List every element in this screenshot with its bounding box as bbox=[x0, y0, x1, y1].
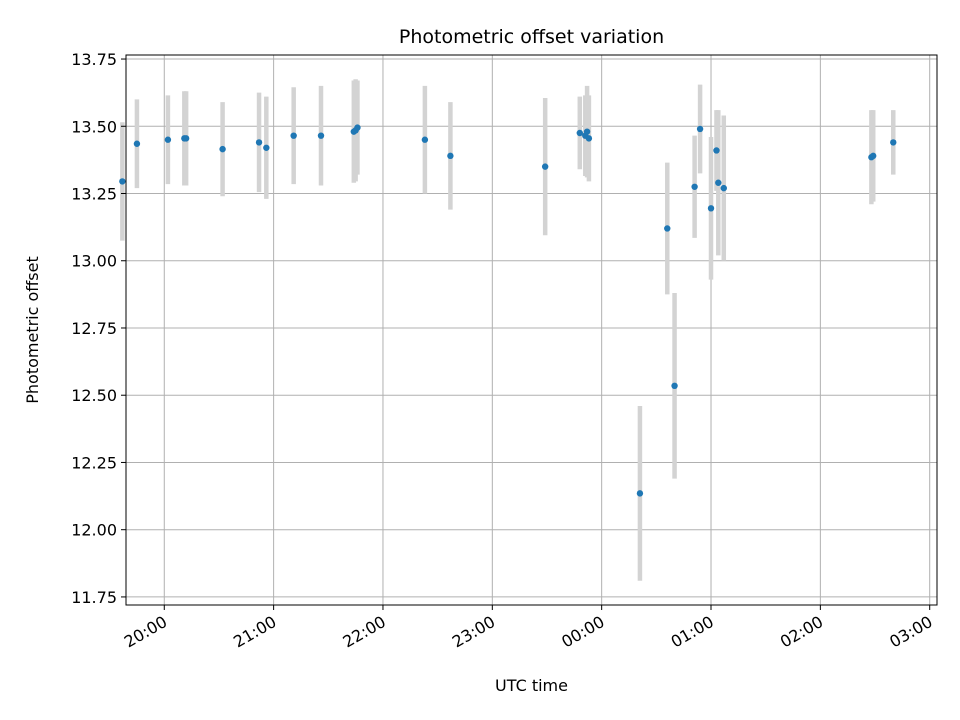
data-points bbox=[119, 124, 897, 497]
data-point bbox=[890, 139, 897, 146]
data-point bbox=[164, 136, 172, 143]
data-point bbox=[715, 179, 722, 186]
y-tick-label: 12.00 bbox=[71, 521, 117, 540]
y-tick-label: 13.75 bbox=[71, 50, 117, 69]
grid bbox=[126, 55, 937, 605]
y-tick-label: 12.25 bbox=[71, 453, 117, 472]
data-point bbox=[713, 147, 720, 154]
data-point bbox=[290, 132, 297, 139]
y-axis-title: Photometric offset bbox=[23, 256, 42, 404]
data-point bbox=[354, 124, 361, 131]
data-point bbox=[263, 144, 270, 151]
data-point bbox=[636, 490, 644, 497]
y-tick-label: 13.50 bbox=[71, 117, 117, 136]
data-point bbox=[541, 163, 549, 170]
plot-frame bbox=[125, 54, 938, 606]
data-point bbox=[585, 135, 593, 142]
x-axis-title: UTC time bbox=[495, 676, 568, 695]
data-point bbox=[182, 135, 190, 142]
data-point bbox=[576, 129, 583, 137]
data-point bbox=[255, 139, 263, 146]
data-point bbox=[691, 183, 698, 190]
data-point bbox=[671, 382, 678, 390]
data-point bbox=[317, 132, 325, 139]
data-point bbox=[720, 184, 727, 192]
y-tick-label: 12.50 bbox=[71, 386, 117, 405]
chart-title: Photometric offset variation bbox=[399, 26, 664, 48]
data-point bbox=[447, 152, 454, 160]
data-point bbox=[696, 125, 704, 133]
data-point bbox=[707, 205, 715, 212]
data-point bbox=[119, 178, 126, 185]
data-point bbox=[421, 136, 429, 143]
data-point bbox=[133, 140, 141, 147]
y-tick-label: 13.00 bbox=[71, 252, 117, 271]
data-point bbox=[583, 128, 591, 135]
y-axis-ticks: 11.75 12.00 12.25 12.50 12.75 13.00 13.25 13.50… bbox=[71, 50, 126, 607]
data-point bbox=[870, 152, 877, 160]
data-point bbox=[664, 225, 671, 232]
data-point bbox=[219, 145, 226, 153]
y-tick-label: 12.75 bbox=[71, 319, 117, 338]
y-tick-label: 11.75 bbox=[71, 588, 117, 607]
y-tick-label: 13.25 bbox=[71, 185, 117, 204]
